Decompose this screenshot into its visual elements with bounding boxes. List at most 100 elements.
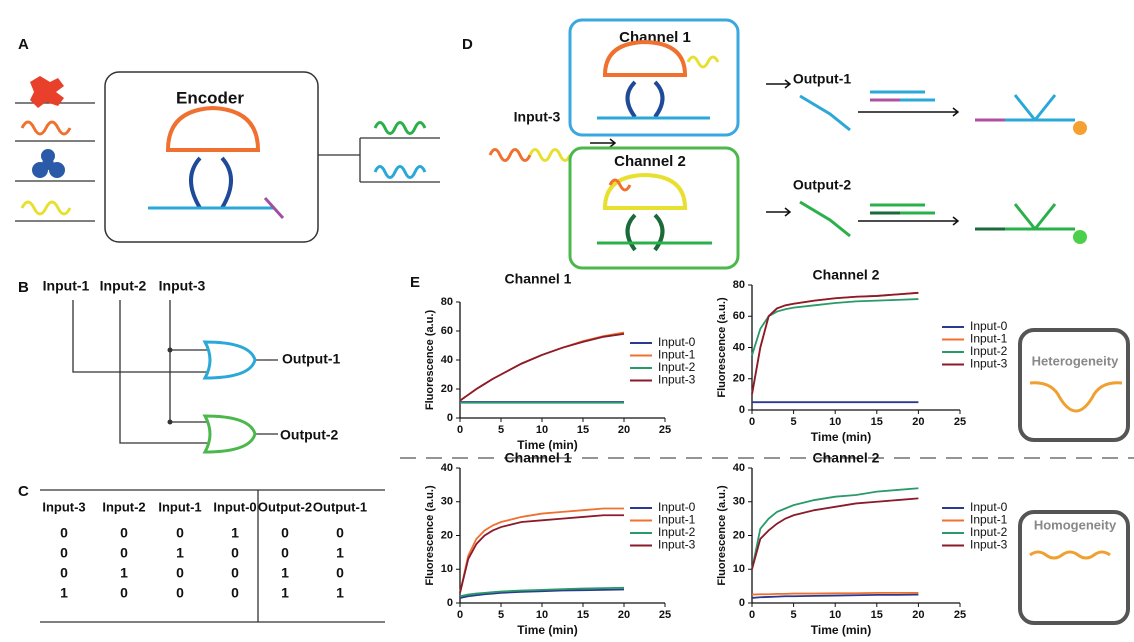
line [751,291,919,395]
strand [799,94,851,132]
state-icon [1029,381,1123,413]
input-label: Input-1 [43,278,90,294]
line [459,514,624,594]
line [459,586,625,598]
junction [167,419,173,425]
x-tick-label: 15 [577,424,589,436]
legend-label: Input-1 [970,513,1008,527]
x-tick-label: 5 [498,609,504,621]
y-tick-label: 0 [739,597,745,609]
table-cell: 0 [176,525,184,541]
y-axis-label: Fluorescence (a.u.) [716,485,728,586]
legend-label: Input-0 [970,500,1008,514]
or-gate [202,340,257,380]
table-cell: 1 [281,585,289,601]
y-axis-label: Fluorescence (a.u.) [424,485,436,586]
y-tick-label: 10 [733,563,745,575]
output-label: Output-1 [793,71,852,87]
x-tick-label: 25 [954,609,966,621]
legend-label: Input-1 [970,332,1008,346]
table-cell: 0 [281,525,289,541]
rna [686,55,720,69]
table-header: Input-2 [102,499,145,514]
legend-label: Input-0 [658,500,696,514]
legend-label: Input-0 [658,335,696,349]
encoder-box [104,71,319,243]
aptamer [602,172,688,210]
state-label: Heterogeneity [1032,353,1119,368]
x-axis-label: Time (min) [517,438,577,452]
y-tick-label: 20 [441,529,453,541]
line [459,331,625,402]
table-header: Input-3 [42,499,85,514]
line [751,593,919,599]
arrows [590,79,960,226]
x-axis-label: Time (min) [517,623,577,637]
y-tick-label: 30 [441,496,453,508]
table-cell: 0 [120,585,128,601]
output-label: Output-2 [793,177,852,193]
chart-title: Channel 2 [813,267,880,283]
state-box [1018,510,1130,625]
table-cell: 0 [281,545,289,561]
output-icon [373,121,427,135]
legend-label: Input-3 [970,357,1008,371]
output-label: Output-2 [280,427,339,443]
x-tick-label: 25 [659,609,671,621]
channel-title: Channel 2 [614,153,686,170]
table-cell: 1 [336,545,344,561]
legend-label: Input-2 [970,344,1008,358]
rna [528,148,572,162]
table-cell: 0 [60,565,68,581]
x-axis-label: Time (min) [811,430,871,444]
strand [799,200,851,238]
table-cell: 0 [176,585,184,601]
table-cell: 0 [336,525,344,541]
chart-title: Channel 1 [505,271,572,287]
x-tick-label: 10 [536,424,548,436]
x-tick-label: 10 [829,416,841,428]
panel-label: D [462,36,473,53]
x-tick-label: 20 [912,416,924,428]
y-axis-label: Fluorescence (a.u.) [424,310,436,411]
panel-label: E [410,274,420,291]
channel-box [568,146,740,270]
table-header: Output-1 [313,499,367,514]
aptamer [602,39,688,77]
x-tick-label: 15 [871,609,883,621]
y-tick-label: 40 [733,462,745,474]
state-icon [1029,550,1111,560]
legend-label: Input-3 [658,538,696,552]
table-cell: 0 [120,545,128,561]
line [459,507,624,594]
table-cell: 0 [231,585,239,601]
y-tick-label: 40 [441,354,453,366]
hairpin [625,80,665,119]
table-cell: 0 [176,565,184,581]
legend-label: Input-1 [658,513,696,527]
y-tick-label: 0 [447,412,453,424]
input-label: Input-2 [100,278,147,294]
line [459,333,625,402]
table-cell: 1 [176,545,184,561]
legend-label: Input-2 [970,525,1008,539]
x-tick-label: 20 [912,609,924,621]
encoder-title: Encoder [176,88,244,107]
x-tick-label: 25 [954,416,966,428]
strand [263,196,285,220]
fluorophore [1073,230,1087,244]
table-cell: 0 [60,545,68,561]
chart-title: Channel 1 [505,450,572,466]
y-tick-label: 20 [441,383,453,395]
table-cell: 0 [231,545,239,561]
x-tick-label: 0 [457,424,463,436]
y-tick-label: 60 [441,325,453,337]
protein-icon [30,76,64,108]
input-arrows [15,102,440,222]
y-tick-label: 20 [733,529,745,541]
output-label: Output-1 [282,351,341,367]
table-cell: 0 [336,565,344,581]
output-icon [373,165,427,179]
chart-title: Channel 2 [813,450,880,466]
